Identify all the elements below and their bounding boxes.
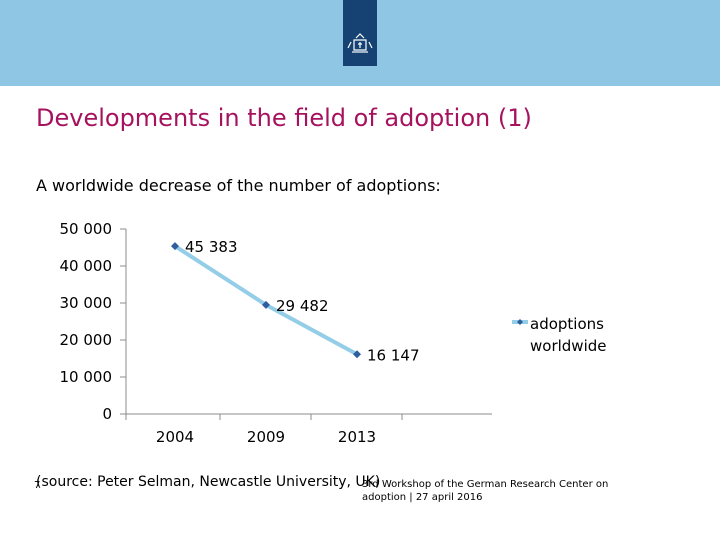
data-label: 45 383 [185, 238, 238, 256]
series-line [173, 244, 359, 357]
legend-marker [517, 319, 523, 325]
y-tick-label: 10 000 [60, 368, 113, 386]
data-label: 16 147 [367, 346, 420, 364]
y-tick-label: 40 000 [60, 257, 113, 275]
y-tick-label: 20 000 [60, 331, 113, 349]
y-tick-label: 50 000 [60, 220, 113, 238]
y-tick-label: 0 [102, 405, 112, 423]
data-label: 29 482 [276, 297, 329, 315]
government-logo [343, 0, 377, 66]
source-note: (source: Peter Selman, Newcastle Univers… [36, 474, 381, 490]
x-tick-label: 2004 [156, 428, 194, 446]
data-point [353, 350, 361, 359]
data-point [171, 242, 179, 251]
slide-subtitle: A worldwide decrease of the number of ad… [36, 176, 441, 195]
x-tick-label: 2009 [247, 428, 285, 446]
x-tick-label: 2013 [338, 428, 376, 446]
y-tick-label: 30 000 [60, 294, 113, 312]
page-number: 7 [34, 480, 41, 491]
footer-text: 3rd Workshop of the German Research Cent… [362, 479, 609, 503]
data-point [262, 300, 270, 309]
legend-label: adoptions worldwide [530, 315, 607, 355]
slide-title: Developments in the field of adoption (1… [36, 104, 532, 132]
